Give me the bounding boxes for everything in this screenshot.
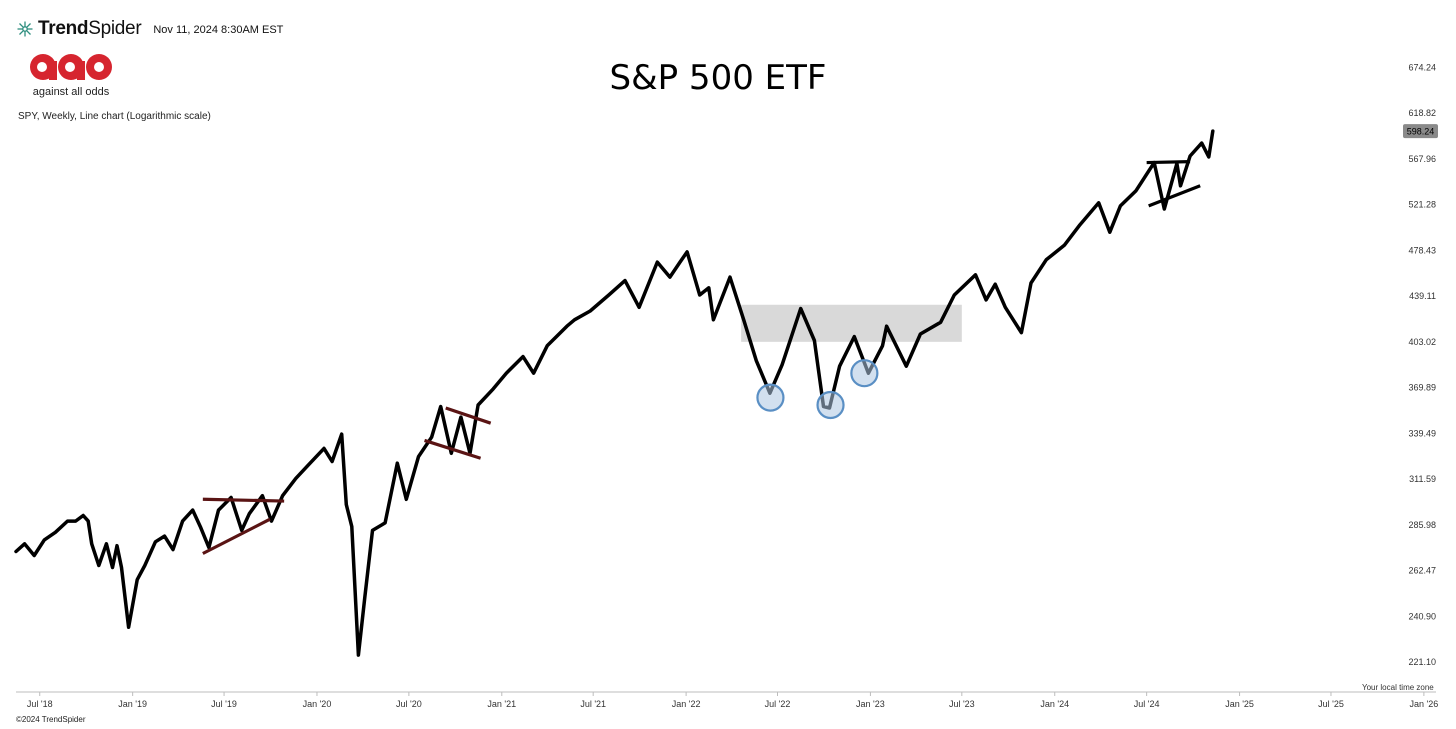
trendline [424, 438, 482, 460]
y-tick-label: 521.28 [1408, 200, 1436, 210]
price-line [14, 129, 1215, 657]
y-tick-label: 262.47 [1408, 566, 1436, 576]
y-tick-label: 439.11 [1409, 291, 1436, 301]
spider-icon [17, 21, 33, 37]
aao-tagline: against all odds [32, 86, 110, 98]
x-tick-label: Jul '21 [580, 699, 606, 709]
copyright: ©2024 TrendSpider [16, 715, 86, 724]
last-price-label: 598.24 [1407, 127, 1435, 137]
brand-name: TrendSpider [38, 18, 142, 40]
y-tick-label: 369.89 [1408, 383, 1436, 393]
y-tick-label: 478.43 [1408, 245, 1436, 255]
last-price-badge [1403, 124, 1438, 139]
y-tick-label: 221.10 [1408, 657, 1436, 667]
time-zone-label: Your local time zone [1362, 683, 1434, 692]
x-tick-label: Jan '23 [856, 699, 885, 709]
timestamp: Nov 11, 2024 8:30AM EST [153, 24, 284, 36]
y-tick-label: 339.49 [1408, 428, 1436, 438]
resistance-zone [741, 304, 962, 342]
header: TrendSpider Nov 11, 2024 8:30AM EST [16, 18, 283, 40]
x-tick-label: Jan '25 [1225, 699, 1254, 709]
x-tick-label: Jul '23 [949, 699, 975, 709]
y-tick-label: 674.24 [1408, 62, 1436, 72]
x-tick-label: Jul '24 [1134, 699, 1160, 709]
x-tick-label: Jan '21 [487, 699, 516, 709]
y-tick-label: 618.82 [1408, 108, 1436, 118]
x-tick-label: Jan '19 [118, 699, 147, 709]
trendline [202, 497, 285, 503]
aao-logo: against all odds [26, 52, 116, 98]
low-marker-circle [756, 383, 785, 412]
y-tick-label: 285.98 [1408, 520, 1436, 530]
brand-name-bold: Trend [38, 18, 89, 39]
x-tick-label: Jan '22 [672, 699, 701, 709]
x-tick-label: Jul '20 [396, 699, 422, 709]
chart-title: S&P 500 ETF [609, 58, 827, 98]
trendspider-logo: TrendSpider [16, 18, 142, 40]
x-tick-label: Jul '25 [1318, 699, 1344, 709]
trendline [1146, 160, 1191, 165]
chart-info: SPY, Weekly, Line chart (Logarithmic sca… [18, 111, 211, 122]
y-tick-label: 240.90 [1408, 611, 1436, 621]
x-tick-label: Jul '18 [27, 699, 53, 709]
x-tick-label: Jan '26 [1410, 699, 1439, 709]
y-tick-label: 403.02 [1408, 337, 1436, 347]
aao-logo-mark [30, 54, 112, 80]
brand-name-light: Spider [88, 18, 142, 39]
x-tick-label: Jul '19 [211, 699, 237, 709]
low-marker-circle [816, 390, 845, 420]
trendline [1148, 184, 1201, 208]
trendline [445, 406, 492, 425]
low-marker-circle [850, 359, 879, 388]
trendline [202, 517, 271, 555]
y-tick-label: 311.59 [1409, 474, 1436, 484]
x-tick-label: Jan '24 [1040, 699, 1069, 709]
x-tick-label: Jul '22 [765, 699, 791, 709]
x-tick-label: Jan '20 [303, 699, 332, 709]
y-tick-label: 567.96 [1408, 154, 1436, 164]
